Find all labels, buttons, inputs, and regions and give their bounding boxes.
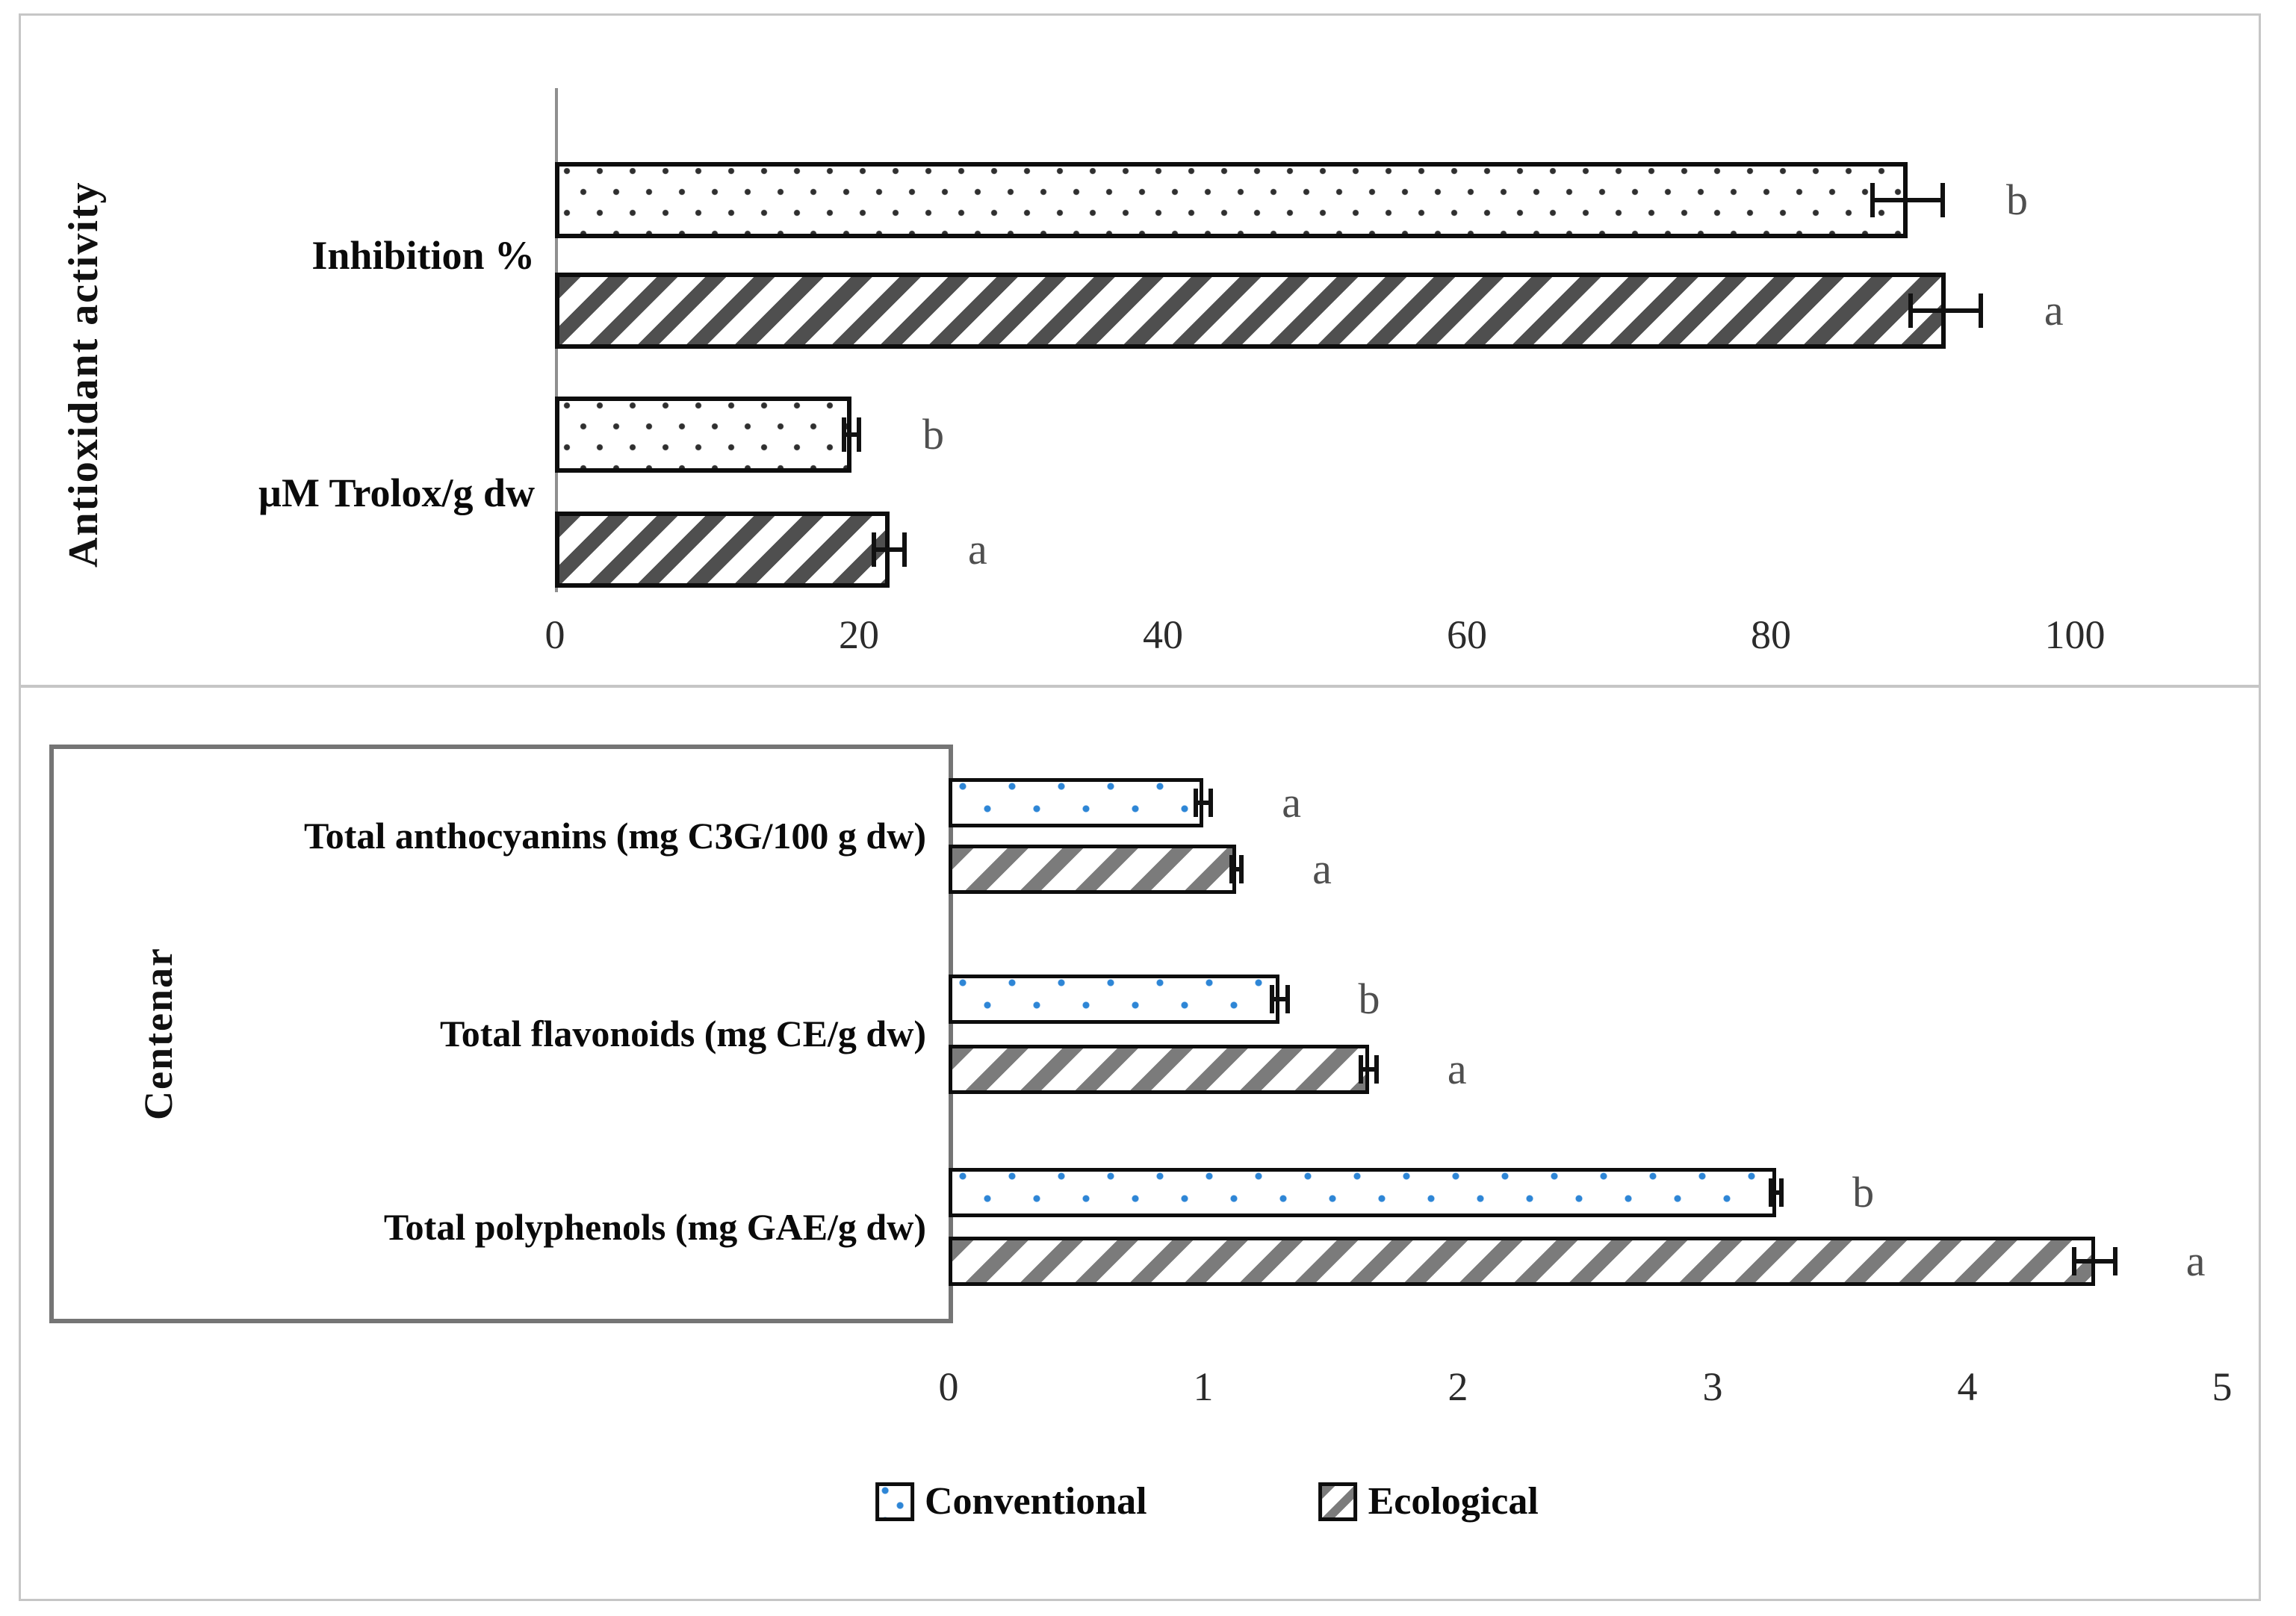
error-bar-cap-left [841,417,846,452]
conventional-swatch-icon [875,1482,914,1521]
error-bar-cap-left [1229,855,1234,883]
x-axis-tick-label: 0 [544,612,565,657]
x-axis-tick-label: 60 [1447,612,1487,657]
significance-letter: a [1447,1045,1467,1093]
significance-letter: a [1312,845,1332,893]
x-axis-tick-label: 5 [2212,1364,2233,1409]
bar-conventional-3 [949,1168,1776,1217]
error-bar-cap-left [1270,985,1275,1013]
error-bar-cap-right [2112,1247,2117,1275]
error-bar-cap-left [1769,1178,1774,1207]
x-axis-tick-label: 3 [1702,1364,1723,1409]
category-label: Total flavonoids (mg CE/g dw) [439,1012,926,1054]
legend-item-ecological: Ecological [1318,1479,1539,1523]
x-axis-tick-label: 80 [1751,612,1791,657]
error-bar-cap-left [1908,293,1914,328]
error-bar-line [1361,1067,1377,1072]
error-bar-cap-right [1940,183,1945,217]
category-label: Total polyphenols (mg GAE/g dw) [383,1205,926,1248]
error-bar-line [874,547,905,552]
significance-letter: a [2044,286,2064,335]
category-label: Inhibition % [311,232,535,278]
category-box-outline [49,745,953,1323]
category-label: µM Trolox/g dw [258,470,535,515]
error-bar-cap-left [1193,789,1198,817]
bar-ecological-1 [949,845,1236,894]
x-axis-tick-label: 1 [1193,1364,1214,1409]
error-bar-cap-right [902,532,907,567]
error-bar-cap-left [2072,1247,2077,1275]
error-bar-cap-right [1779,1178,1784,1207]
significance-letter: b [1852,1168,1875,1216]
error-bar-line [1911,308,1981,313]
x-axis-tick-label: 4 [1957,1364,1978,1409]
significance-letter: a [2185,1237,2206,1285]
error-bar-line [1873,198,1943,202]
bar-conventional-2 [555,397,851,473]
bar-ecological-1 [555,273,1946,349]
category-label: Total anthocyanins (mg C3G/100 g dw) [304,814,926,857]
significance-letter: b [922,410,944,459]
error-bar-line [2074,1259,2115,1264]
legend-label-ecological: Ecological [1368,1480,1539,1523]
legend-label-conventional: Conventional [924,1480,1147,1523]
bar-conventional-1 [949,778,1203,827]
error-bar-cap-right [1374,1055,1379,1084]
error-bar-line [1771,1190,1782,1195]
x-axis-tick-label: 2 [1448,1364,1468,1409]
error-bar-cap-right [1285,985,1290,1013]
error-bar-cap-left [872,532,877,567]
panel-centenar: Centenar Conventional Ecological Total a… [19,686,2261,1601]
error-bar-cap-left [1359,1055,1364,1084]
x-axis-tick-label: 20 [839,612,879,657]
bar-ecological-3 [949,1237,2095,1286]
error-bar-line [1231,867,1242,871]
error-bar-line [1195,801,1211,805]
error-bar-cap-right [1239,855,1244,883]
error-bar-cap-right [1208,789,1214,817]
error-bar-line [1272,997,1288,1001]
bar-conventional-2 [949,975,1279,1024]
x-axis-tick-label: 100 [2044,612,2106,657]
significance-letter: a [1282,778,1301,827]
bar-ecological-2 [949,1045,1369,1094]
error-bar-cap-left [1870,183,1875,217]
ecological-swatch-icon [1318,1482,1358,1521]
significance-letter: a [968,525,987,574]
panel-antioxidant-activity: Antioxidant activity Inhibition % µM Trol… [19,13,2261,687]
bar-conventional-1 [555,162,1908,238]
legend: Conventional Ecological [875,1479,1539,1523]
x-axis-tick-label: 40 [1143,612,1183,657]
x-axis-tick-label: 0 [938,1364,959,1409]
significance-letter: b [1358,975,1380,1023]
error-bar-cap-right [857,417,861,452]
bar-ecological-2 [555,512,890,588]
legend-item-conventional: Conventional [875,1479,1147,1523]
error-bar-line [843,432,859,437]
error-bar-cap-right [1978,293,1983,328]
significance-letter: b [2005,175,2028,224]
